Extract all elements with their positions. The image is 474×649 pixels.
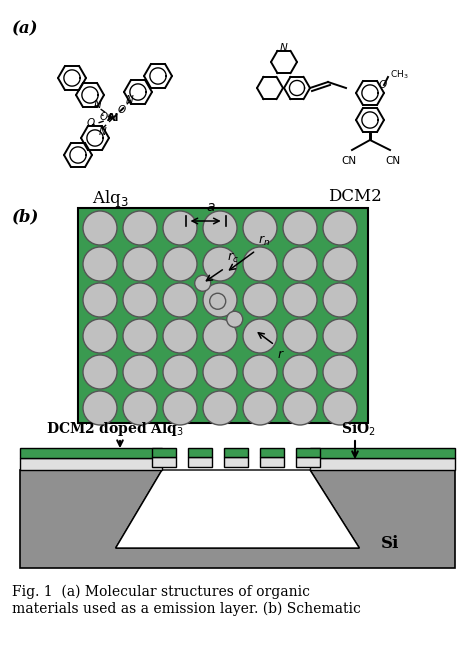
Circle shape xyxy=(210,293,226,310)
Text: (a): (a) xyxy=(12,20,38,37)
Circle shape xyxy=(83,355,117,389)
Text: N: N xyxy=(94,100,102,110)
Text: Fig. 1  (a) Molecular structures of organic
materials used as a emission layer. : Fig. 1 (a) Molecular structures of organ… xyxy=(12,585,361,616)
Circle shape xyxy=(323,391,357,425)
Bar xyxy=(152,457,176,467)
Circle shape xyxy=(283,283,317,317)
Circle shape xyxy=(323,283,357,317)
Bar xyxy=(20,448,162,458)
Circle shape xyxy=(283,391,317,425)
Bar xyxy=(310,458,455,470)
Circle shape xyxy=(163,247,197,281)
Bar xyxy=(224,448,248,457)
Circle shape xyxy=(123,355,157,389)
Circle shape xyxy=(123,283,157,317)
Bar xyxy=(224,457,248,467)
Text: (b): (b) xyxy=(12,208,39,225)
Circle shape xyxy=(163,283,197,317)
Bar xyxy=(296,457,320,467)
Circle shape xyxy=(283,355,317,389)
Circle shape xyxy=(323,247,357,281)
Circle shape xyxy=(195,275,211,291)
Text: O: O xyxy=(100,112,108,122)
Circle shape xyxy=(283,247,317,281)
Bar xyxy=(188,448,212,457)
Circle shape xyxy=(203,247,237,281)
Bar xyxy=(78,208,368,423)
Bar xyxy=(188,457,212,467)
Circle shape xyxy=(83,391,117,425)
Circle shape xyxy=(123,319,157,353)
Circle shape xyxy=(123,391,157,425)
Text: $a$: $a$ xyxy=(206,200,215,214)
Text: CN: CN xyxy=(385,156,401,166)
Text: $r$: $r$ xyxy=(277,348,284,361)
Circle shape xyxy=(83,283,117,317)
Bar xyxy=(296,448,320,457)
Bar xyxy=(152,448,176,457)
Bar xyxy=(310,448,455,458)
Text: Alq$_3$: Alq$_3$ xyxy=(91,188,128,209)
Bar xyxy=(260,457,284,467)
Circle shape xyxy=(243,355,277,389)
Circle shape xyxy=(243,391,277,425)
Text: O: O xyxy=(118,105,126,115)
Circle shape xyxy=(203,319,237,353)
Circle shape xyxy=(283,319,317,353)
Circle shape xyxy=(243,283,277,317)
Text: DCM2: DCM2 xyxy=(328,188,382,205)
Text: N: N xyxy=(280,43,288,53)
Circle shape xyxy=(203,211,237,245)
Circle shape xyxy=(227,312,243,327)
Text: Al: Al xyxy=(107,113,119,123)
Circle shape xyxy=(163,355,197,389)
Text: N: N xyxy=(99,127,107,137)
Text: $r_n$: $r_n$ xyxy=(258,234,270,249)
Text: O: O xyxy=(379,80,387,90)
Bar xyxy=(260,448,284,457)
Circle shape xyxy=(203,391,237,425)
Text: N: N xyxy=(126,95,134,105)
Circle shape xyxy=(83,247,117,281)
Text: O: O xyxy=(87,118,95,128)
Circle shape xyxy=(123,247,157,281)
Circle shape xyxy=(243,319,277,353)
Bar xyxy=(20,458,162,470)
Circle shape xyxy=(83,319,117,353)
Circle shape xyxy=(163,319,197,353)
Text: Si: Si xyxy=(381,535,399,552)
Circle shape xyxy=(283,211,317,245)
Circle shape xyxy=(123,211,157,245)
Circle shape xyxy=(323,319,357,353)
Text: CN: CN xyxy=(341,156,356,166)
Circle shape xyxy=(163,391,197,425)
Text: CH$_3$: CH$_3$ xyxy=(390,69,409,81)
Circle shape xyxy=(243,211,277,245)
Circle shape xyxy=(163,211,197,245)
Text: DCM2 doped Alq$_3$: DCM2 doped Alq$_3$ xyxy=(46,420,184,438)
Circle shape xyxy=(323,211,357,245)
Polygon shape xyxy=(116,470,359,548)
Polygon shape xyxy=(20,470,455,568)
Circle shape xyxy=(243,247,277,281)
Text: $r_c$: $r_c$ xyxy=(227,251,238,265)
Circle shape xyxy=(323,355,357,389)
Circle shape xyxy=(83,211,117,245)
Circle shape xyxy=(203,283,237,317)
Circle shape xyxy=(203,355,237,389)
Text: SiO$_2$: SiO$_2$ xyxy=(341,421,375,438)
